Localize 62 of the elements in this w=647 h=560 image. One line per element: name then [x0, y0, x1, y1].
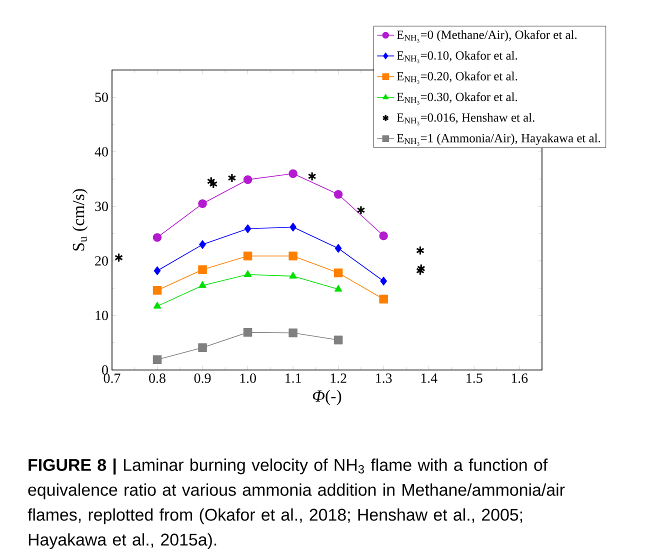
point	[288, 328, 298, 338]
point	[152, 233, 162, 242]
point	[244, 224, 252, 234]
x-tick-label: 1.6	[512, 374, 528, 383]
y-tick-label: 0	[102, 365, 108, 375]
y-axis-title: S$_{u}$ (cm/s)	[72, 189, 88, 251]
text: FIGURE 8 | Laminar burning velocity of NH$_{3}$ flame with a function of equivalence ratio at various ammonia addition in Methane/ammonia/air flames, replotted from (Okafor et al., 2018; Henshaw et al., 2005; Hayakawa et al., 2015a).	[28, 458, 565, 550]
point	[288, 169, 298, 178]
legend-label: E$_{NH₃}$=0 (Methane/Air), Okafor et al.	[396, 30, 577, 42]
point	[243, 252, 252, 260]
y-tick-label: 10	[96, 310, 108, 320]
y-tick-label: 40	[94, 147, 108, 157]
point	[416, 264, 426, 274]
point	[290, 222, 296, 232]
point	[228, 173, 236, 183]
point	[334, 244, 342, 253]
point	[198, 199, 207, 208]
legend-label: E$_{NH₃}$=0.016, Henshaw et al.	[396, 112, 534, 126]
point	[308, 172, 316, 182]
x-tick-label: 0.8	[149, 374, 166, 383]
point	[244, 270, 252, 277]
y-tick-label: 20	[95, 256, 108, 266]
point	[356, 205, 366, 215]
point	[334, 190, 343, 199]
point	[114, 252, 124, 262]
point	[334, 284, 342, 292]
x-axis-title: Φ(-)	[312, 390, 342, 406]
point	[199, 240, 206, 249]
point	[152, 355, 162, 364]
x-tick-label: 1.4	[421, 374, 438, 383]
x-tick-label: 0.9	[194, 374, 211, 383]
point	[153, 302, 162, 309]
legend-label: E$_{NH₃}$=0.20, Okafor et al.	[396, 72, 518, 84]
x-tick-label: 1.3	[376, 374, 392, 383]
point	[243, 175, 252, 184]
x-tick-label: 1.0	[240, 374, 256, 383]
x-tick-label: 0.7	[104, 374, 120, 383]
point	[288, 252, 298, 260]
point	[154, 266, 161, 276]
point	[379, 294, 388, 304]
legend-label: E$_{NH₃}$=0.30, Okafor et al.	[396, 92, 518, 105]
point	[152, 286, 162, 295]
y-tick-label: 30	[95, 202, 108, 212]
point	[380, 276, 387, 286]
x-tick-label: 1.1	[286, 374, 301, 383]
point	[416, 266, 424, 276]
point	[198, 265, 207, 274]
point	[206, 176, 216, 186]
point	[198, 343, 207, 352]
point	[334, 268, 343, 278]
x-tick-label: 1.2	[330, 374, 346, 383]
legend-label: E$_{NH₃}$=1 (Ammonia/Air), Hayakawa et al.	[396, 134, 600, 146]
point	[289, 272, 297, 279]
legend-label: E$_{NH₃}$=0.10, Okafor et al.	[396, 50, 518, 64]
point	[243, 328, 252, 337]
point	[334, 336, 343, 344]
point	[379, 231, 388, 240]
point	[209, 179, 218, 189]
x-tick-label: 1.5	[466, 374, 482, 383]
point	[416, 246, 424, 256]
point	[198, 281, 206, 288]
y-tick-label: 50	[95, 92, 108, 102]
